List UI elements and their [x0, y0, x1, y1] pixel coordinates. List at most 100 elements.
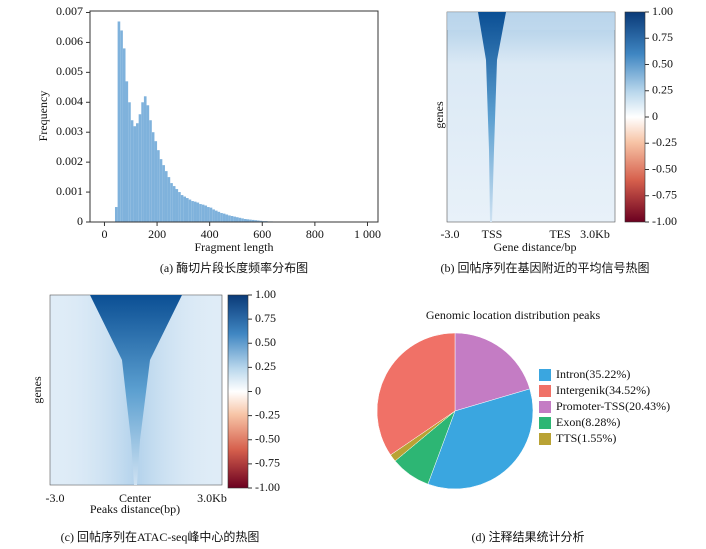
bar: [241, 218, 244, 222]
x-tick-label: TSS: [482, 227, 503, 241]
colorbar-tick-label: -0.50: [255, 432, 280, 446]
colorbar-tick-label: -1.00: [652, 214, 677, 228]
bar: [233, 216, 236, 222]
bar: [238, 217, 242, 222]
colorbar-tick-label: 0.75: [255, 311, 276, 325]
bar: [204, 205, 208, 222]
bar: [222, 213, 226, 222]
x-tick-label: TES: [549, 227, 570, 241]
colorbar-tick-label: 0.75: [652, 30, 673, 44]
bar: [125, 81, 129, 222]
x-tick-label: 600: [253, 227, 271, 241]
x-tick-label: 200: [148, 227, 166, 241]
bar: [138, 114, 142, 222]
chart-title: Genomic location distribution peaks: [426, 308, 601, 322]
bar: [149, 120, 152, 222]
legend-swatch: [539, 433, 551, 445]
bar: [154, 141, 158, 222]
x-axis-label: Peaks distance(bp): [90, 502, 180, 516]
legend-swatch: [539, 369, 551, 381]
colorbar: [227, 294, 249, 489]
bar: [172, 186, 176, 222]
bar: [178, 192, 181, 222]
bar: [212, 209, 215, 222]
bar: [159, 159, 163, 222]
x-tick-label: 3.0Kb: [197, 491, 227, 505]
bar: [209, 207, 213, 222]
colorbar-tick-label: 0: [255, 383, 261, 397]
bar: [117, 21, 121, 223]
colorbar-tick-label: 0: [652, 109, 658, 123]
heatmap-b: [446, 11, 616, 223]
bar: [167, 177, 171, 222]
bar: [128, 102, 131, 222]
bar: [199, 204, 202, 222]
bar: [130, 120, 134, 222]
colorbar-tick-label: -0.75: [255, 456, 280, 470]
x-axis-label: Fragment length: [195, 240, 274, 254]
bar: [175, 189, 179, 222]
x-tick-label: 800: [306, 227, 324, 241]
bar: [254, 220, 258, 222]
bar: [141, 102, 144, 222]
colorbar-tick-label: 1.00: [255, 287, 276, 301]
bar: [170, 183, 173, 222]
bar: [249, 219, 252, 222]
legend-swatch: [539, 401, 551, 413]
y-tick-label: 0.003: [56, 124, 83, 138]
bar: [186, 198, 189, 222]
x-tick-label: 1 000: [354, 227, 381, 241]
bar: [162, 165, 165, 222]
pie-slice: [376, 332, 456, 456]
bar: [214, 210, 218, 222]
colorbar-tick-label: -0.50: [652, 161, 677, 175]
bar: [114, 207, 118, 222]
y-tick-label: 0.005: [56, 64, 83, 78]
colorbar-tick-label: -0.25: [255, 407, 280, 421]
caption: (d) 注释结果统计分析: [472, 529, 585, 544]
caption: (b) 回帖序列在基因附近的平均信号热图: [441, 260, 650, 275]
legend-label: TTS(1.55%): [556, 431, 616, 445]
legend-label: Intron(35.22%): [556, 367, 630, 381]
legend-label: Intergenik(34.52%): [556, 383, 650, 397]
colorbar-tick-label: -1.00: [255, 480, 280, 494]
bar: [164, 171, 168, 222]
x-tick-label: 400: [201, 227, 219, 241]
bar: [136, 123, 139, 222]
bar: [133, 126, 137, 222]
y-axis-label: genes: [432, 101, 446, 129]
bar: [193, 201, 197, 222]
colorbar-tick-label: 1.00: [652, 4, 673, 18]
caption: (a) 酶切片段长度频率分布图: [160, 260, 308, 275]
bar: [230, 216, 234, 222]
legend-swatch: [539, 385, 551, 397]
colorbar-tick-label: 0.50: [255, 335, 276, 349]
caption: (c) 回帖序列在ATAC-seq峰中心的热图: [61, 529, 260, 544]
y-axis-label: genes: [30, 376, 44, 404]
bar: [246, 219, 250, 222]
y-tick-label: 0: [77, 214, 83, 228]
legend-swatch: [539, 417, 551, 429]
bar: [243, 219, 247, 222]
bar: [251, 219, 255, 222]
x-tick-label: 0: [101, 227, 107, 241]
heatmap-c: [49, 294, 223, 486]
bar: [257, 220, 260, 222]
colorbar-tick-label: 0.25: [255, 359, 276, 373]
bar: [235, 217, 239, 222]
bar: [146, 105, 150, 222]
bar: [225, 214, 229, 222]
bar: [220, 213, 223, 222]
bar: [120, 30, 123, 222]
y-tick-label: 0.007: [56, 4, 83, 18]
y-tick-label: 0.002: [56, 154, 83, 168]
colorbar-tick-label: 0.50: [652, 56, 673, 70]
bar: [183, 196, 186, 222]
plot-frame: [89, 10, 379, 223]
bar: [122, 48, 126, 222]
bar: [180, 195, 184, 222]
bar: [143, 96, 147, 222]
colorbar-tick-label: 0.25: [652, 83, 673, 97]
bar: [157, 150, 160, 222]
